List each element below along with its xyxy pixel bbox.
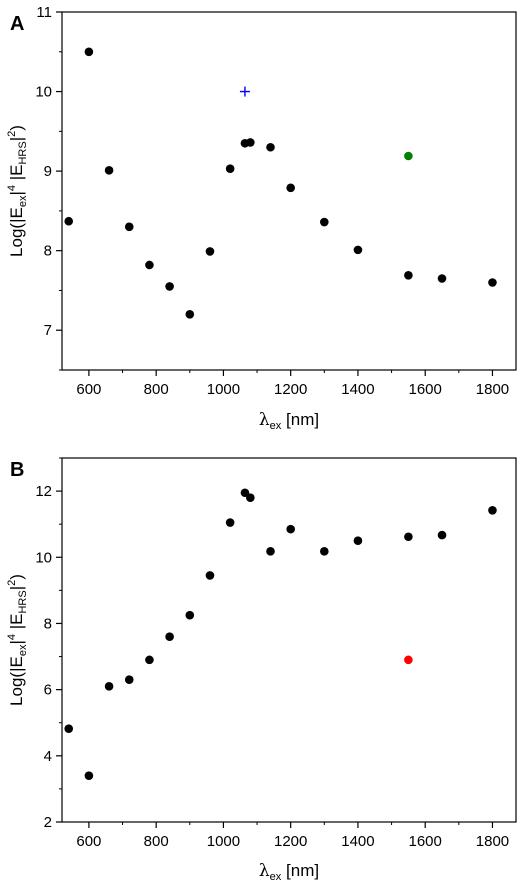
- y-tick-label: 7: [44, 322, 52, 339]
- data-point: [286, 524, 295, 534]
- x-tick-label: 600: [76, 833, 101, 850]
- y-axis-title-part: Log(|E: [7, 656, 26, 706]
- y-axis-title-part: |E: [7, 165, 26, 185]
- x-tick-label: 1800: [476, 833, 509, 850]
- data-point: [84, 47, 94, 57]
- data-point: [404, 532, 413, 542]
- plot-frame: [61, 11, 517, 371]
- data-point: [286, 183, 295, 193]
- data-point: [64, 216, 74, 226]
- data-point: [185, 310, 195, 319]
- y-axis-title-sup: 2: [6, 131, 18, 137]
- data-point: [488, 278, 497, 287]
- data-point: [246, 138, 255, 147]
- data-point: [104, 682, 114, 691]
- panel-letter: B: [10, 459, 24, 481]
- data-point: [404, 151, 413, 161]
- x-axis-title-sub: ex: [270, 420, 282, 432]
- data-point: [404, 655, 413, 665]
- y-tick-label: 12: [35, 483, 52, 500]
- data-point: [266, 547, 275, 556]
- x-tick-label: 600: [76, 381, 101, 398]
- data-point: [320, 217, 329, 227]
- y-axis-title-part: |: [7, 137, 26, 141]
- x-tick-label: 1800: [476, 381, 509, 398]
- x-tick-label: 1400: [341, 381, 374, 398]
- data-point: [165, 282, 174, 291]
- y-tick-label: 10: [35, 549, 52, 566]
- x-tick-label: 800: [144, 381, 169, 398]
- data-point: [205, 247, 215, 256]
- y-axis-title-part: |E: [7, 614, 26, 634]
- x-tick-label: 1600: [409, 381, 442, 398]
- y-axis-title-sub: HRS: [17, 141, 29, 164]
- y-axis-title-sub: ex: [17, 644, 29, 656]
- y-axis-title: Log(|Eex|4 |EHRS|2): [6, 125, 29, 257]
- y-axis-title-part: ): [7, 125, 26, 131]
- data-point: [353, 536, 363, 546]
- data-point: [124, 222, 134, 232]
- x-axis-title-unit: [nm]: [281, 861, 319, 880]
- data-point: [185, 610, 195, 620]
- y-tick-label: 4: [44, 748, 52, 765]
- x-tick-label: 800: [144, 833, 169, 850]
- x-axis-title-unit: [nm]: [281, 410, 319, 429]
- y-axis-title-sup: 4: [6, 185, 18, 191]
- data-point: [104, 166, 114, 175]
- x-tick-label: 1000: [207, 833, 240, 850]
- data-point-plus: [239, 86, 250, 97]
- x-tick-label: 1200: [274, 381, 307, 398]
- y-axis-title-part: ): [7, 574, 26, 580]
- data-point: [266, 142, 275, 152]
- y-axis-title-part: Log(|E: [7, 207, 26, 257]
- y-tick-label: 8: [44, 615, 52, 632]
- data-point: [165, 632, 174, 641]
- data-point: [145, 655, 154, 665]
- data-point: [488, 505, 497, 515]
- y-tick-label: 10: [35, 84, 52, 101]
- data-point: [353, 245, 363, 255]
- data-point: [205, 571, 215, 580]
- x-tick-label: 1600: [409, 833, 442, 850]
- y-axis-title: Log(|Eex|4 |EHRS|2): [6, 574, 29, 706]
- x-axis-title-sub: ex: [270, 871, 282, 882]
- x-axis-title: λex [nm]: [259, 861, 319, 882]
- y-tick-label: 6: [44, 682, 52, 699]
- y-tick-label: 2: [44, 814, 52, 831]
- panel-letter: A: [10, 13, 24, 35]
- data-point: [225, 164, 235, 174]
- x-axis-title: λex [nm]: [259, 410, 319, 432]
- data-point: [124, 675, 134, 685]
- data-point: [320, 547, 329, 556]
- x-axis-title-symbol: λ: [259, 410, 270, 430]
- y-tick-label: 9: [44, 163, 52, 180]
- data-point: [225, 518, 235, 527]
- y-tick-label: 11: [36, 4, 52, 21]
- data-point: [145, 260, 154, 270]
- x-tick-label: 1200: [274, 833, 307, 850]
- y-axis-title-part: |: [7, 586, 26, 590]
- data-point: [437, 274, 447, 283]
- data-point: [437, 530, 447, 540]
- plot-frame: [61, 457, 517, 823]
- x-tick-label: 1400: [341, 833, 374, 850]
- data-point: [246, 493, 255, 503]
- y-axis-title-part: |: [7, 191, 26, 195]
- data-point: [64, 724, 74, 733]
- x-axis-title-symbol: λ: [259, 861, 270, 881]
- y-axis-title-part: |: [7, 640, 26, 644]
- data-point: [84, 771, 94, 780]
- y-axis-title-sup: 4: [6, 634, 18, 640]
- data-point: [404, 271, 413, 280]
- y-tick-label: 8: [44, 243, 52, 260]
- y-axis-title-sub: ex: [17, 195, 29, 207]
- y-axis-title-sub: HRS: [17, 590, 29, 613]
- x-tick-label: 1000: [207, 381, 240, 398]
- y-axis-title-sup: 2: [6, 580, 18, 586]
